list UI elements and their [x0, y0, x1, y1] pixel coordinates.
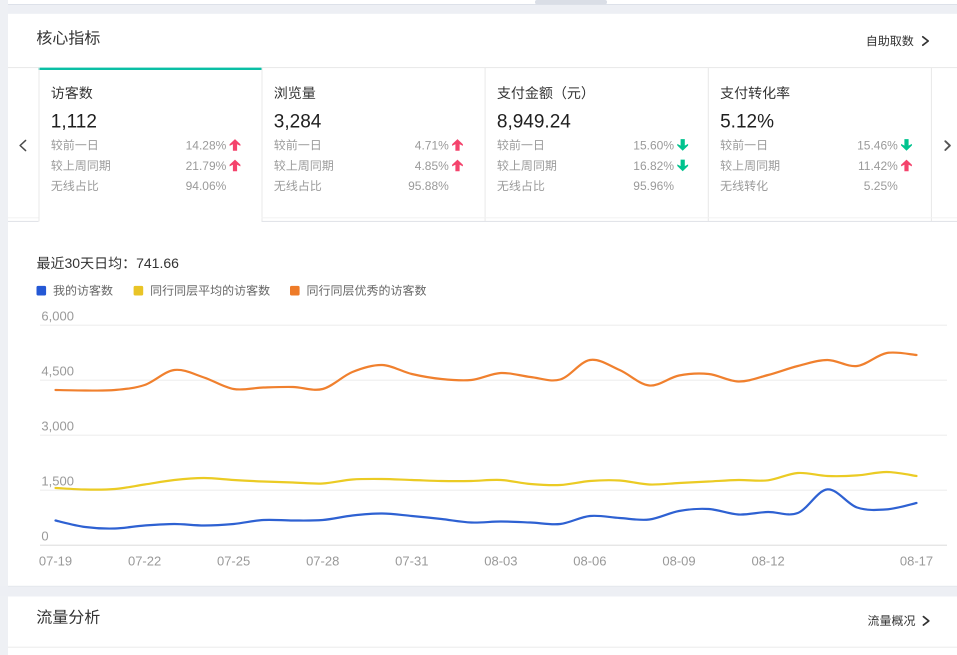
svg-text:95.96%: 95.96% [633, 179, 674, 193]
svg-text:08-06: 08-06 [573, 554, 606, 569]
svg-text:0: 0 [41, 529, 48, 544]
svg-text:21.79%: 21.79% [186, 159, 227, 173]
svg-text:07-31: 07-31 [395, 554, 428, 569]
svg-text:30: 30 [65, 255, 81, 271]
svg-text:14.28%: 14.28% [186, 138, 227, 152]
svg-text:08-03: 08-03 [484, 554, 517, 569]
svg-text:08-17: 08-17 [900, 554, 933, 569]
svg-text:3,284: 3,284 [274, 112, 322, 133]
svg-text:15.60%: 15.60% [633, 138, 674, 152]
svg-text:07-28: 07-28 [306, 554, 339, 569]
svg-text:16.82%: 16.82% [633, 159, 674, 173]
svg-text:4,500: 4,500 [41, 364, 74, 379]
svg-text:5.12%: 5.12% [720, 112, 774, 133]
svg-text:6,000: 6,000 [41, 309, 74, 324]
svg-text:07-22: 07-22 [128, 554, 161, 569]
svg-text:1,112: 1,112 [51, 112, 97, 133]
svg-text:94.06%: 94.06% [186, 179, 227, 193]
svg-text:741.66: 741.66 [136, 255, 179, 271]
svg-text:8,949.24: 8,949.24 [497, 112, 571, 133]
svg-text:07-19: 07-19 [39, 554, 72, 569]
svg-text:07-25: 07-25 [217, 554, 250, 569]
svg-text:5.25%: 5.25% [864, 179, 898, 193]
svg-text:3,000: 3,000 [41, 419, 74, 434]
svg-text:11.42%: 11.42% [858, 159, 898, 173]
svg-text:15.46%: 15.46% [857, 138, 898, 152]
svg-text:08-12: 08-12 [751, 554, 784, 569]
svg-text:95.88%: 95.88% [408, 179, 449, 193]
svg-text:1,500: 1,500 [41, 474, 74, 489]
svg-text:08-09: 08-09 [662, 554, 695, 569]
svg-text:4.71%: 4.71% [415, 138, 449, 152]
svg-text:4.85%: 4.85% [415, 159, 449, 173]
